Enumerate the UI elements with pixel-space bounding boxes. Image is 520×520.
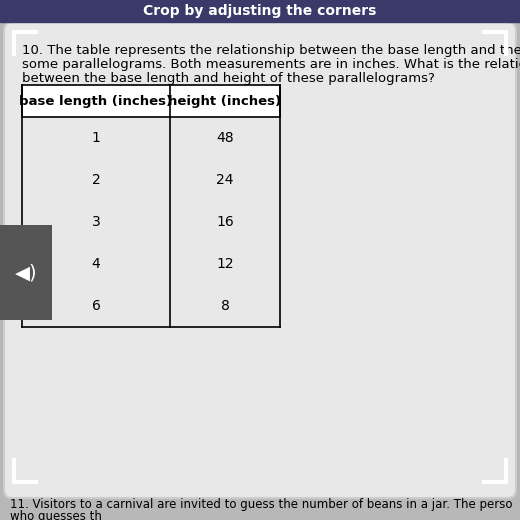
Text: some parallelograms. Both measurements are in inches. What is the relationship: some parallelograms. Both measurements a…: [22, 58, 520, 71]
FancyBboxPatch shape: [4, 22, 516, 498]
Bar: [0, 225, 52, 320]
Text: between the base length and height of these parallelograms?: between the base length and height of th…: [22, 72, 435, 85]
Bar: [0, 0, 520, 22]
Text: 2: 2: [92, 173, 100, 187]
Text: height (inches): height (inches): [168, 95, 281, 108]
Text: who guesses th: who guesses th: [10, 510, 102, 520]
Text: 24: 24: [216, 173, 234, 187]
Text: 6: 6: [92, 299, 100, 313]
Text: 48: 48: [216, 131, 234, 145]
Text: 1: 1: [92, 131, 100, 145]
Text: 4: 4: [92, 257, 100, 271]
Text: 12: 12: [216, 257, 234, 271]
Text: 8: 8: [220, 299, 229, 313]
Text: base length (inches): base length (inches): [19, 95, 173, 108]
Bar: [22, 85, 280, 117]
Text: Crop by adjusting the corners: Crop by adjusting the corners: [144, 4, 376, 18]
Text: ◀): ◀): [15, 264, 37, 282]
Text: 3: 3: [92, 215, 100, 229]
Text: 16: 16: [216, 215, 234, 229]
Text: 10. The table represents the relationship between the base length and the height: 10. The table represents the relationshi…: [22, 44, 520, 57]
Text: 11. Visitors to a carnival are invited to guess the number of beans in a jar. Th: 11. Visitors to a carnival are invited t…: [10, 498, 513, 511]
